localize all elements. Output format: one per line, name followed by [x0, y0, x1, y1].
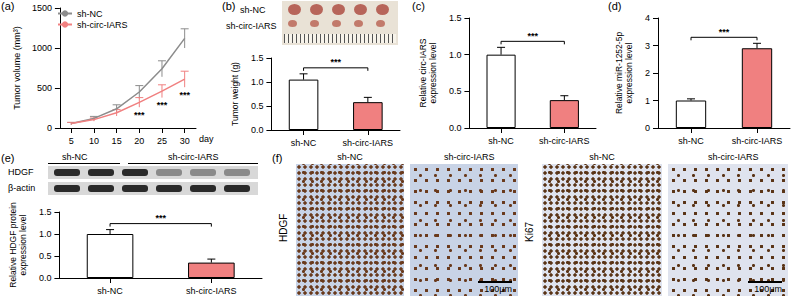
svg-text:expression level: expression level: [624, 42, 634, 103]
svg-text:Relative miR-1252-5p: Relative miR-1252-5p: [614, 32, 624, 114]
svg-text:***: ***: [179, 90, 190, 100]
svg-text:Tumor volume (mm³): Tumor volume (mm³): [12, 26, 22, 110]
html-text:(b) sh-NC: (b) sh-NC: [222, 0, 266, 15]
svg-text:sh-NC: sh-NC: [291, 138, 317, 148]
svg-text:Tumor weight (g): Tumor weight (g): [230, 62, 240, 126]
svg-text:2: 2: [645, 68, 650, 78]
svg-text:expression level: expression level: [428, 42, 438, 103]
svg-text:0.0: 0.0: [449, 123, 462, 133]
svg-text:1.5: 1.5: [251, 53, 264, 63]
html-text:sh-NC: sh-NC: [589, 152, 615, 162]
svg-text:***: ***: [719, 27, 730, 37]
html-text:sh-circ-IARS: sh-circ-IARS: [226, 21, 277, 31]
svg-text:sh-circ-IARS: sh-circ-IARS: [539, 136, 590, 146]
html-text:(a): (a): [1, 0, 15, 12]
svg-text:sh-circ-IARS: sh-circ-IARS: [186, 286, 237, 296]
html-text:(e): (e): [1, 152, 15, 164]
html-text:sh-circ-IARS: sh-circ-IARS: [168, 152, 219, 162]
html-text:100μm: 100μm: [484, 284, 512, 294]
svg-text:Relative circ-IARS: Relative circ-IARS: [418, 38, 428, 107]
svg-text:sh-NC: sh-NC: [488, 136, 514, 146]
svg-text:day: day: [199, 134, 214, 144]
svg-text:***: ***: [157, 100, 168, 110]
html-text:Ki67: Ki67: [524, 222, 535, 242]
svg-text:expression level: expression level: [18, 214, 28, 275]
svg-text:sh-NC: sh-NC: [77, 9, 103, 19]
svg-text:Relative HDGF protein: Relative HDGF protein: [8, 202, 18, 288]
svg-text:1.0: 1.0: [251, 77, 264, 87]
html-text:sh-circ-IARS: sh-circ-IARS: [444, 152, 495, 162]
svg-text:0: 0: [47, 123, 52, 133]
svg-text:0.0: 0.0: [251, 125, 264, 135]
html-text:(d): (d): [608, 0, 622, 12]
svg-text:3: 3: [645, 41, 650, 51]
svg-text:sh-circ-IARS: sh-circ-IARS: [732, 136, 783, 146]
svg-text:15: 15: [112, 136, 122, 146]
html-text:sh-circ-IARS: sh-circ-IARS: [708, 152, 759, 162]
svg-text:0.5: 0.5: [251, 101, 264, 111]
svg-text:1: 1: [645, 96, 650, 106]
svg-text:sh-NC: sh-NC: [678, 136, 704, 146]
svg-text:0.5: 0.5: [39, 251, 52, 261]
html-text:sh-NC: sh-NC: [337, 152, 363, 162]
svg-text:25: 25: [157, 136, 167, 146]
html-text:(f): (f): [272, 152, 283, 164]
html-text:(c): (c): [412, 0, 425, 12]
svg-text:sh-NC: sh-NC: [97, 286, 123, 296]
svg-text:30: 30: [180, 136, 190, 146]
svg-text:***: ***: [527, 31, 538, 41]
svg-text:***: ***: [330, 57, 341, 67]
html-text:HDGF: HDGF: [8, 167, 34, 177]
html-text:sh-NC: sh-NC: [62, 152, 88, 162]
svg-text:20: 20: [134, 136, 144, 146]
svg-text:***: ***: [155, 213, 166, 223]
svg-text:0: 0: [645, 123, 650, 133]
svg-text:1000: 1000: [32, 43, 52, 53]
svg-text:1.5: 1.5: [449, 13, 462, 23]
html-text:β-actin: β-actin: [8, 183, 36, 193]
svg-text:10: 10: [89, 136, 99, 146]
svg-text:sh-circ-IARS: sh-circ-IARS: [343, 138, 394, 148]
svg-text:4: 4: [645, 13, 650, 23]
svg-text:1.0: 1.0: [449, 50, 462, 60]
svg-text:sh-circ-IARS: sh-circ-IARS: [77, 20, 128, 30]
svg-text:0.0: 0.0: [39, 273, 52, 283]
svg-text:1.5: 1.5: [39, 207, 52, 217]
svg-text:1.0: 1.0: [39, 229, 52, 239]
html-text:100μm: 100μm: [754, 284, 782, 294]
svg-text:1500: 1500: [32, 3, 52, 13]
svg-text:500: 500: [37, 83, 52, 93]
html-text:HDGF: HDGF: [278, 213, 289, 242]
svg-text:5: 5: [69, 136, 74, 146]
svg-text:0.5: 0.5: [449, 86, 462, 96]
svg-text:***: ***: [134, 110, 145, 120]
